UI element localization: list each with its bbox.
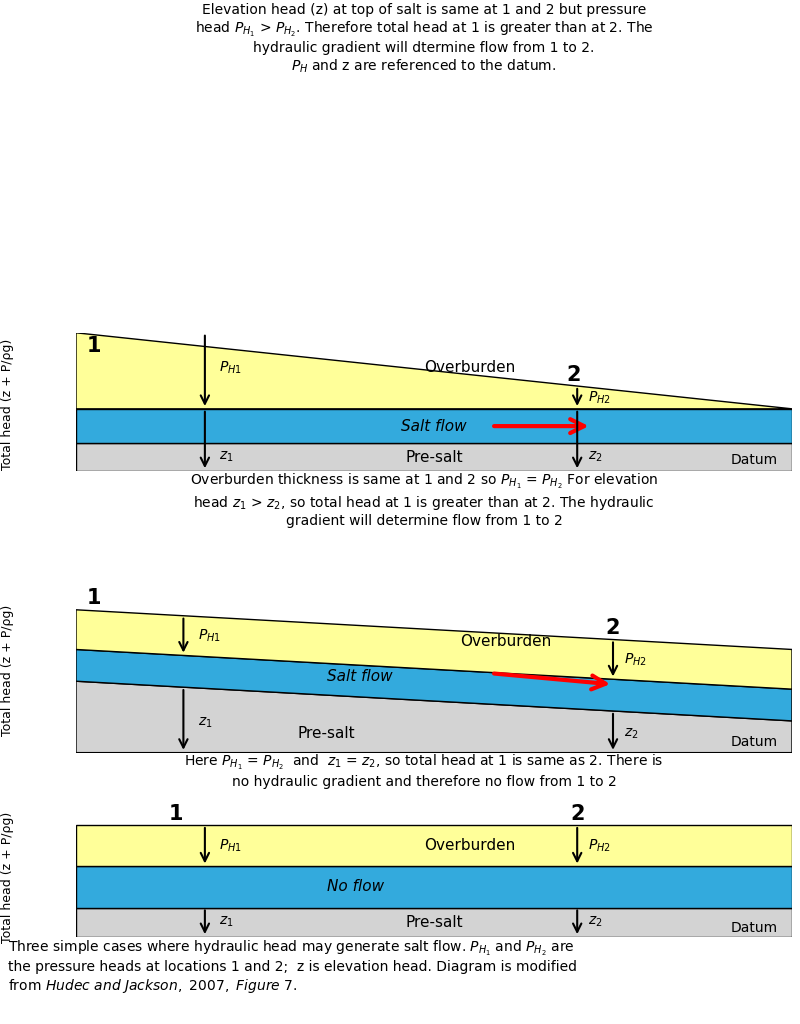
- Text: Three simple cases where hydraulic head may generate salt flow. $P_{H_1}$ and $P: Three simple cases where hydraulic head …: [8, 939, 577, 994]
- Text: $P_{H1}$: $P_{H1}$: [219, 359, 242, 376]
- Text: Overburden: Overburden: [424, 839, 515, 853]
- Text: Salt flow: Salt flow: [401, 419, 467, 433]
- Text: 1: 1: [169, 804, 183, 824]
- Text: 1: 1: [86, 588, 102, 608]
- Polygon shape: [76, 825, 792, 866]
- Text: Total head (z + P/ρg): Total head (z + P/ρg): [2, 339, 14, 470]
- Text: Pre-salt: Pre-salt: [298, 726, 355, 741]
- Polygon shape: [76, 649, 792, 721]
- Text: 2: 2: [570, 804, 585, 824]
- Text: $z_1$: $z_1$: [219, 450, 234, 465]
- Text: Overburden: Overburden: [424, 359, 515, 375]
- Text: Pre-salt: Pre-salt: [405, 914, 463, 930]
- Text: Overburden thickness is same at 1 and 2 so $P_{H_1}$ = $P_{H_2}$ For elevation
h: Overburden thickness is same at 1 and 2 …: [190, 472, 658, 528]
- Text: Elevation head (z) at top of salt is same at 1 and 2 but pressure
head $P_{H_1}$: Elevation head (z) at top of salt is sam…: [194, 3, 654, 75]
- Text: Total head (z + P/ρg): Total head (z + P/ρg): [2, 605, 14, 736]
- Text: Overburden: Overburden: [460, 634, 551, 649]
- Text: $z_2$: $z_2$: [624, 727, 638, 741]
- Text: $z_2$: $z_2$: [588, 450, 602, 465]
- Text: 1: 1: [86, 336, 102, 355]
- Text: Total head (z + P/ρg): Total head (z + P/ρg): [2, 812, 14, 943]
- Text: Here $P_{H_1}$ = $P_{H_2}$  and  $z_1$ = $z_2$, so total head at 1 is same as 2.: Here $P_{H_1}$ = $P_{H_2}$ and $z_1$ = $…: [184, 754, 664, 788]
- Text: 2: 2: [606, 617, 620, 638]
- Polygon shape: [76, 409, 792, 443]
- Polygon shape: [76, 609, 792, 689]
- Text: Datum: Datum: [730, 735, 778, 750]
- Text: 2: 2: [566, 365, 581, 385]
- Text: $P_{H1}$: $P_{H1}$: [198, 628, 221, 644]
- Text: $z_1$: $z_1$: [198, 716, 212, 730]
- Text: Salt flow: Salt flow: [326, 669, 392, 684]
- Text: $P_{H2}$: $P_{H2}$: [624, 651, 646, 668]
- Polygon shape: [76, 681, 792, 753]
- Text: $z_2$: $z_2$: [588, 915, 602, 930]
- Text: $P_{H1}$: $P_{H1}$: [219, 838, 242, 854]
- Text: Datum: Datum: [730, 453, 778, 467]
- Text: No flow: No flow: [326, 880, 384, 894]
- Polygon shape: [76, 907, 792, 937]
- Text: Pre-salt: Pre-salt: [405, 450, 463, 465]
- Text: $P_{H2}$: $P_{H2}$: [588, 389, 611, 406]
- Text: $z_1$: $z_1$: [219, 915, 234, 930]
- Text: Datum: Datum: [730, 921, 778, 935]
- Polygon shape: [76, 443, 792, 471]
- Polygon shape: [76, 333, 792, 409]
- Text: $P_{H2}$: $P_{H2}$: [588, 838, 611, 854]
- Polygon shape: [76, 866, 792, 907]
